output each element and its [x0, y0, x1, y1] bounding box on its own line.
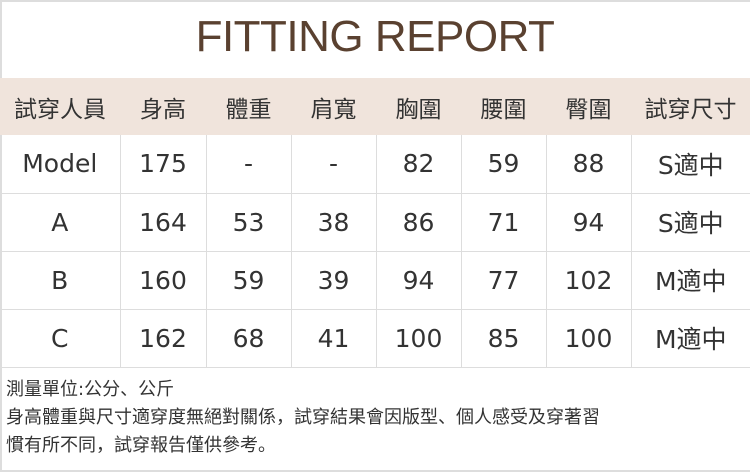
- column-header: 體重: [206, 78, 291, 135]
- table-cell: Model: [0, 135, 121, 194]
- column-header: 身高: [120, 78, 206, 135]
- table-cell: 94: [375, 251, 462, 310]
- column-header: 肩寬: [291, 78, 376, 135]
- column-header: 臀圍: [546, 78, 631, 135]
- table-cell: 88: [545, 135, 632, 194]
- table-cell: 53: [205, 193, 292, 252]
- table-cell: 71: [460, 193, 547, 252]
- table-cell: -: [205, 135, 292, 194]
- table-cell: M適中: [630, 309, 750, 368]
- column-header: 試穿人員: [0, 78, 120, 135]
- table-cell: 100: [545, 309, 632, 368]
- header-row: 試穿人員 身高 體重 肩寬 胸圍 腰圍 臀圍 試穿尺寸: [0, 78, 750, 135]
- table-cell: 82: [375, 135, 462, 194]
- table-cell: 160: [119, 251, 207, 310]
- note-line: 測量單位:公分、公斤: [6, 379, 175, 400]
- table-row: B 160 59 39 94 77 102 M適中: [0, 251, 750, 310]
- table-cell: 94: [545, 193, 632, 252]
- note-line: 慣有所不同，試穿報告僅供參考。: [6, 435, 276, 456]
- table-cell: 41: [290, 309, 377, 368]
- table-cell: 175: [119, 135, 207, 194]
- column-header: 腰圍: [461, 78, 546, 135]
- table-cell: -: [290, 135, 377, 194]
- table-row: A 164 53 38 86 71 94 S適中: [0, 193, 750, 252]
- table-cell: 86: [375, 193, 462, 252]
- table-cell: A: [0, 193, 121, 252]
- table-cell: 164: [119, 193, 207, 252]
- table-cell: B: [0, 251, 121, 310]
- table-cell: 100: [375, 309, 462, 368]
- table-cell: 77: [460, 251, 547, 310]
- table-cell: 162: [119, 309, 207, 368]
- table-cell: S適中: [630, 135, 750, 194]
- table-cell: M適中: [630, 251, 750, 310]
- table-cell: 85: [460, 309, 547, 368]
- table-cell: 39: [290, 251, 377, 310]
- fitting-table: 試穿人員 身高 體重 肩寬 胸圍 腰圍 臀圍 試穿尺寸 Model 175- -82 59 88 S適中…: [0, 78, 750, 368]
- column-header: 試穿尺寸: [631, 78, 750, 135]
- column-header: 胸圍: [376, 78, 461, 135]
- table-row: Model 175- -82 59 88 S適中: [0, 135, 750, 194]
- table-cell: 59: [460, 135, 547, 194]
- table-cell: S適中: [630, 193, 750, 252]
- table-row: C 162 68 41 100 85 100 M適中: [0, 309, 750, 368]
- table-cell: 102: [545, 251, 632, 310]
- notes: 測量單位:公分、公斤 身高體重與尺寸適穿度無絕對關係，試穿結果會因版型、個人感受…: [6, 376, 600, 460]
- note-line: 身高體重與尺寸適穿度無絕對關係，試穿結果會因版型、個人感受及穿著習: [6, 407, 600, 428]
- table-cell: 68: [205, 309, 292, 368]
- table-cell: C: [0, 309, 121, 368]
- table-cell: 38: [290, 193, 377, 252]
- table-cell: 59: [205, 251, 292, 310]
- page-title: FITTING REPORT: [195, 12, 555, 61]
